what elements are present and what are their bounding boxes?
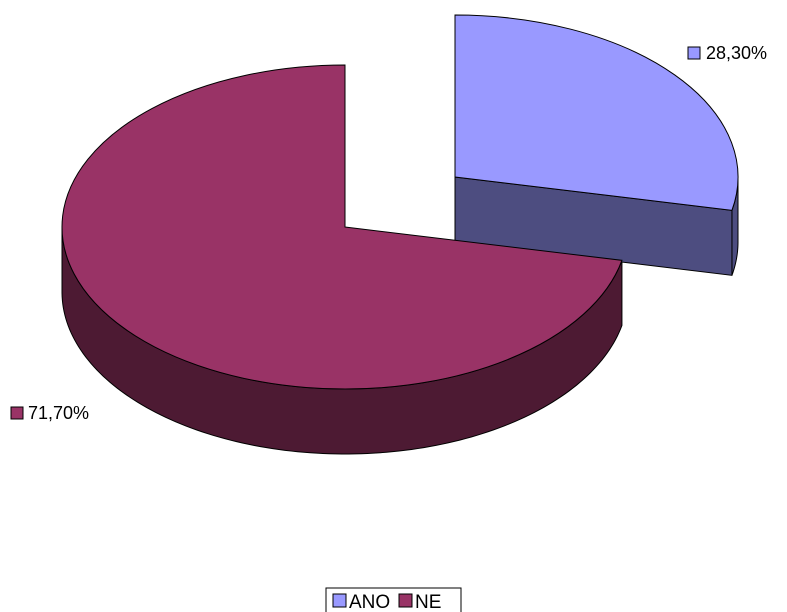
slice-tops [61, 14, 739, 390]
data-label-text-ne: 71,70% [28, 403, 89, 423]
data-label-text-ano: 28,30% [706, 43, 767, 63]
data-label-ano: 28,30% [687, 43, 767, 63]
data-label-marker-ano [687, 46, 701, 60]
legend-swatch-ne [398, 593, 413, 608]
slice-ne [61, 64, 623, 390]
legend: ANO NE [325, 587, 462, 612]
legend-label-ano: ANO [349, 592, 390, 612]
legend-swatch-ano [332, 593, 347, 608]
legend-box [325, 587, 462, 612]
legend-label-ne: NE [415, 592, 441, 612]
slice-ano [454, 14, 739, 211]
data-label-ne: 71,70% [10, 403, 89, 423]
data-label-marker-ne [10, 406, 24, 420]
